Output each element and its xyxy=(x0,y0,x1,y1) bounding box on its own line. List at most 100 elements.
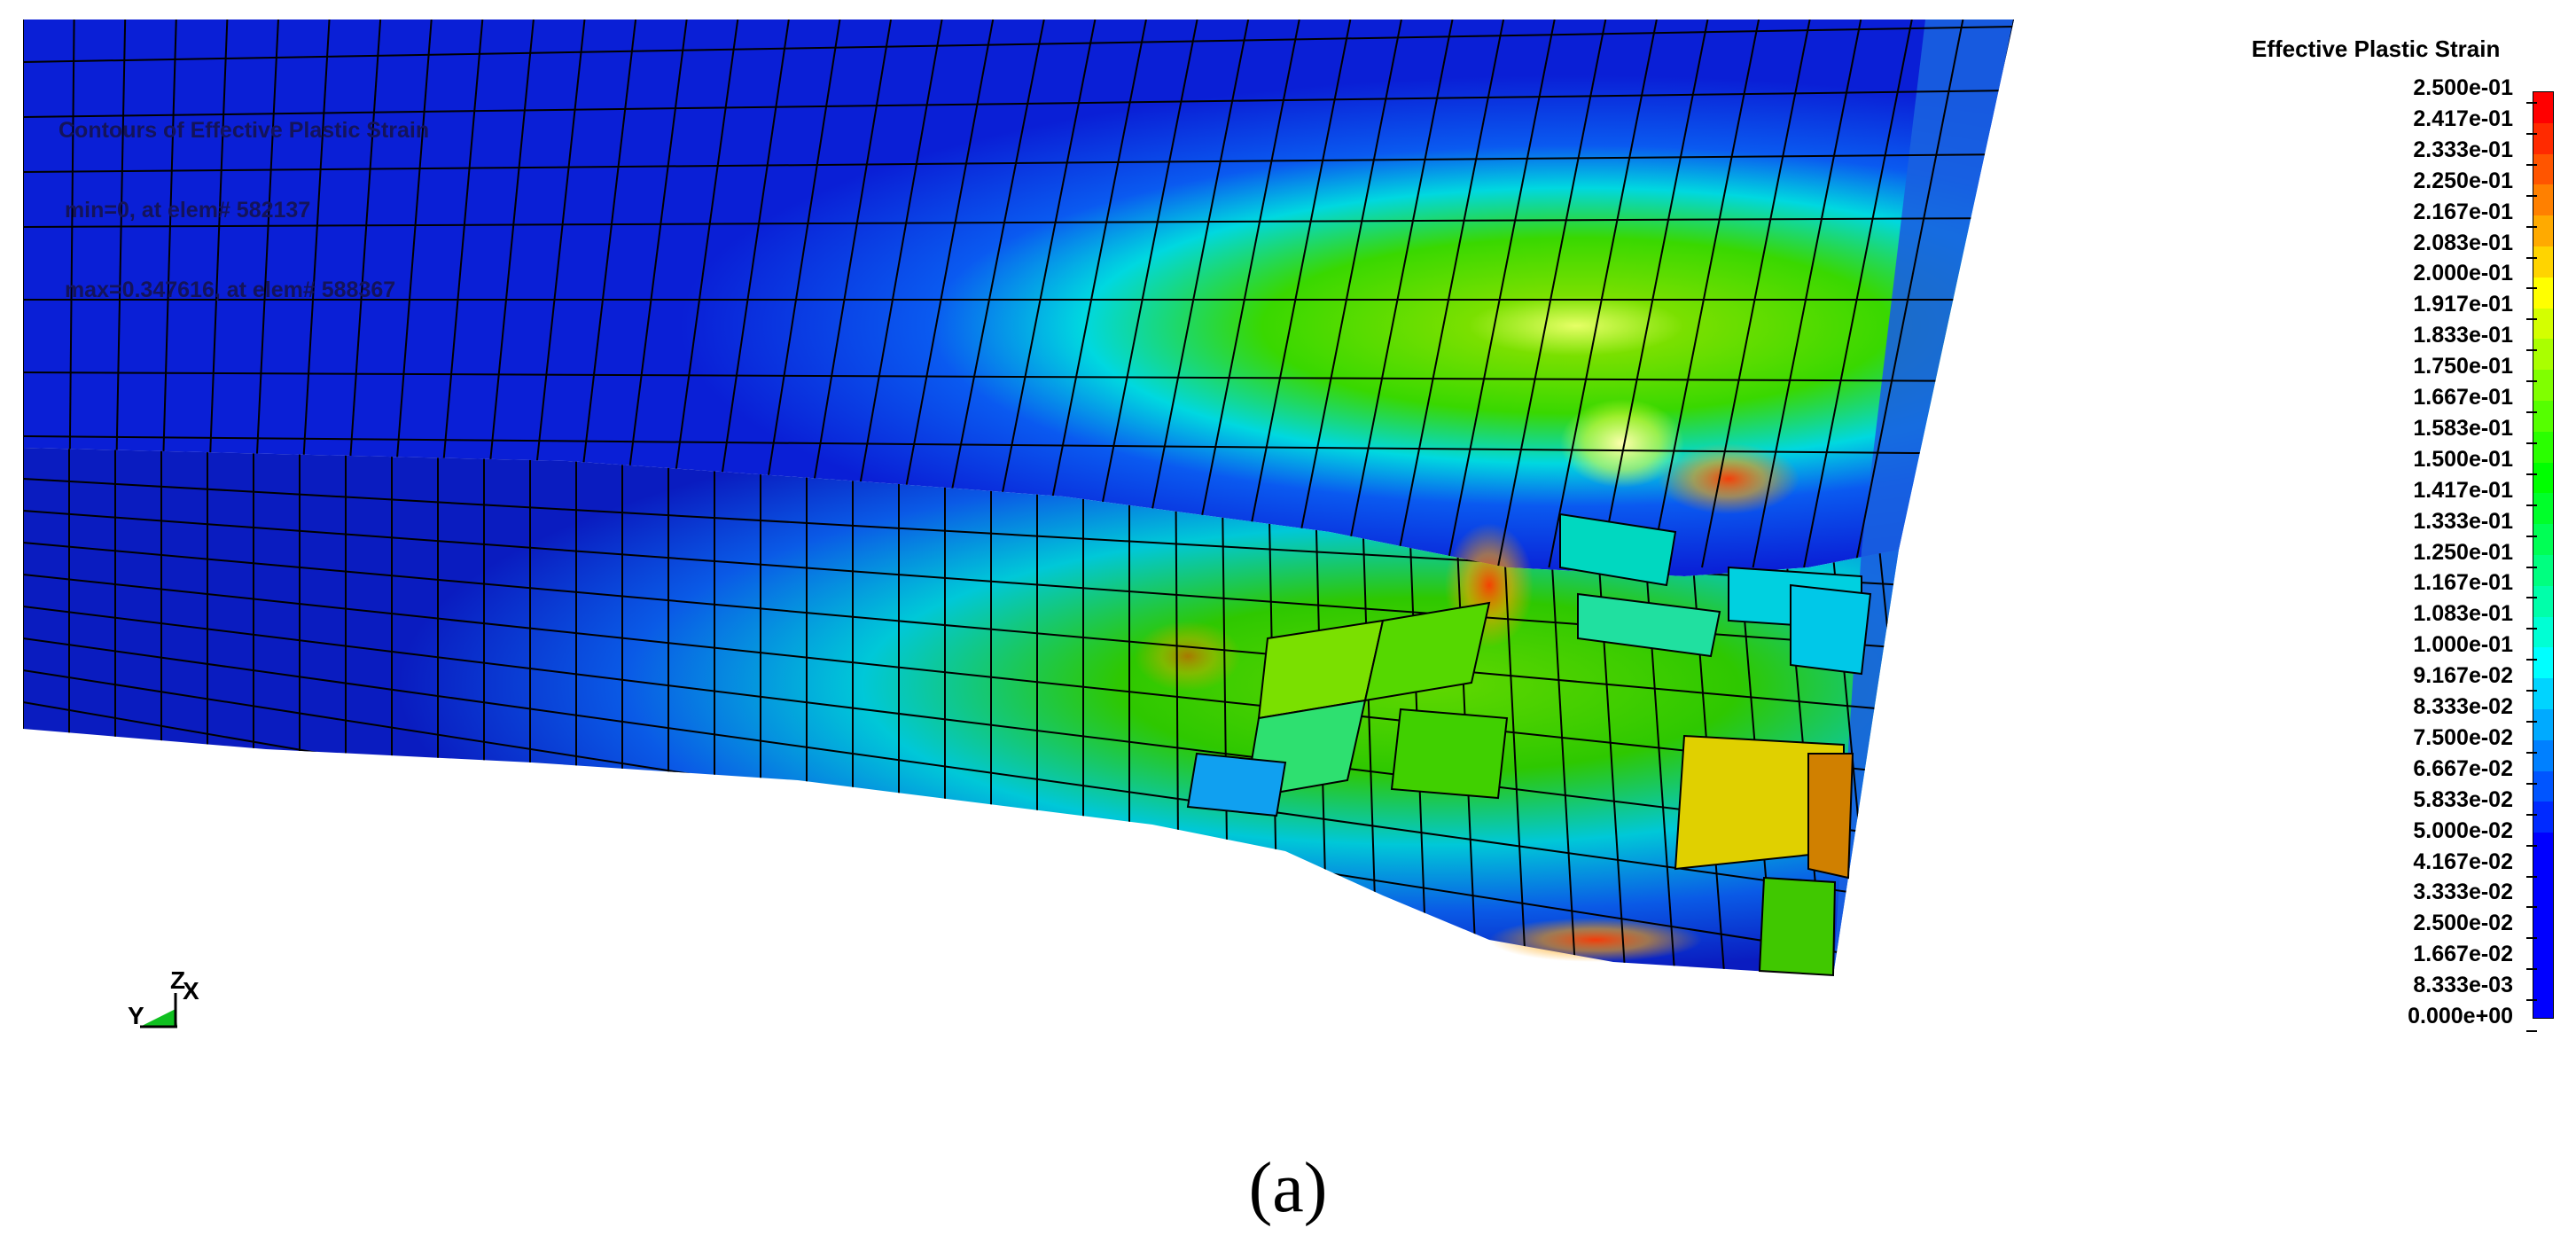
legend-swatch xyxy=(2533,339,2553,371)
plot-info-title: Contours of Effective Plastic Strain xyxy=(59,118,430,143)
legend-tick xyxy=(2526,690,2537,692)
mesh-line xyxy=(987,20,1097,568)
legend-tick xyxy=(2526,1030,2537,1032)
mesh-line xyxy=(1394,20,1505,568)
triad-z-label: Z xyxy=(170,966,186,994)
legend-tick xyxy=(2526,751,2537,754)
legend-swatch xyxy=(2533,308,2553,340)
legend-tick xyxy=(2526,102,2537,104)
legend-swatch xyxy=(2533,524,2553,555)
legend-swatch xyxy=(2533,122,2553,154)
plot-info: Contours of Effective Plastic Strain min… xyxy=(59,64,429,356)
legend-tick xyxy=(2526,659,2537,661)
legend-label: 1.833e-01 xyxy=(2413,323,2513,348)
legend-label: 3.333e-02 xyxy=(2413,880,2513,905)
mesh-line xyxy=(1446,20,1556,568)
legend-tick xyxy=(2526,194,2537,197)
legend-label: 0.000e+00 xyxy=(2408,1004,2513,1028)
legend-label: 9.167e-02 xyxy=(2413,663,2513,689)
legend-swatch xyxy=(2533,739,2553,771)
mesh-line xyxy=(1548,20,1658,568)
legend-tick xyxy=(2526,535,2537,537)
mesh-line xyxy=(23,435,2014,455)
mesh-line xyxy=(1598,20,1709,568)
mesh-line xyxy=(23,217,2014,228)
mesh-line xyxy=(1803,20,1913,568)
legend-tick xyxy=(2526,721,2537,723)
legend-label: 5.000e-02 xyxy=(2413,817,2513,843)
legend-label: 6.667e-02 xyxy=(2413,755,2513,781)
mesh-line xyxy=(1037,20,1147,568)
legend-tick xyxy=(2526,504,2537,506)
legend-swatch xyxy=(2533,987,2553,1018)
mesh-line xyxy=(1854,20,1964,568)
legend-swatch xyxy=(2533,153,2553,185)
legend-tick xyxy=(2526,999,2537,1002)
legend-title: Effective Plastic Strain xyxy=(2252,35,2501,62)
legend-swatch xyxy=(2533,833,2553,864)
mesh-line xyxy=(1344,20,1454,568)
legend-swatch xyxy=(2533,678,2553,709)
legend-swatch xyxy=(2533,925,2553,957)
legend-label: 1.667e-01 xyxy=(2413,385,2513,410)
legend-label: 2.500e-01 xyxy=(2413,75,2513,100)
mesh-line xyxy=(1752,20,1862,568)
legend-label: 2.417e-01 xyxy=(2413,106,2513,131)
legend-tick xyxy=(2526,473,2537,475)
legend-swatch xyxy=(2533,462,2553,494)
mesh-line xyxy=(890,20,995,568)
triad-x-label: X xyxy=(183,977,199,1005)
mesh-line xyxy=(23,542,1899,712)
legend-swatch xyxy=(2533,616,2553,648)
legend-tick xyxy=(2526,256,2537,259)
legend-tick xyxy=(2526,349,2537,352)
legend-swatch xyxy=(2533,92,2553,123)
legend-label: 1.750e-01 xyxy=(2413,354,2513,379)
mesh-line xyxy=(23,153,2014,173)
legend-tick xyxy=(2526,287,2537,290)
axis-triad: Z X Y xyxy=(124,966,204,1037)
mesh-line xyxy=(1496,20,1607,568)
mesh-line xyxy=(1292,20,1402,568)
legend-swatch xyxy=(2533,585,2553,617)
legend-tick xyxy=(2526,225,2537,228)
legend-tick xyxy=(2526,163,2537,166)
legend-swatch xyxy=(2533,708,2553,740)
triad-icon xyxy=(140,993,177,1028)
legend-tick xyxy=(2526,380,2537,383)
legend-swatch xyxy=(2533,431,2553,463)
triad-y-label: Y xyxy=(128,1002,144,1029)
displaced-elements xyxy=(1186,512,1872,977)
legend-label: 1.333e-01 xyxy=(2413,508,2513,534)
legend-label: 1.000e-01 xyxy=(2413,632,2513,658)
mesh-line xyxy=(1089,20,1198,568)
legend-label: 1.250e-01 xyxy=(2413,539,2513,565)
mesh-line xyxy=(1190,20,1300,568)
legend-label: 2.500e-02 xyxy=(2413,911,2513,936)
figure-caption: (a) xyxy=(1248,1149,1328,1227)
legend-label: 1.917e-01 xyxy=(2413,292,2513,317)
mesh-line xyxy=(1913,426,1973,984)
legend-tick xyxy=(2526,875,2537,878)
legend-swatch xyxy=(2533,894,2553,926)
mesh-line xyxy=(935,20,1045,568)
legend-label: 5.833e-02 xyxy=(2413,786,2513,812)
legend-tick xyxy=(2526,968,2537,971)
mesh-line xyxy=(1242,20,1352,568)
legend-swatch xyxy=(2533,863,2553,895)
mesh-line xyxy=(23,26,2014,63)
legend-label: 1.667e-02 xyxy=(2413,942,2513,967)
plot-info-max: max=0.347616, at elem# 588367 xyxy=(59,278,396,302)
legend-label: 7.500e-02 xyxy=(2413,724,2513,750)
legend-tick xyxy=(2526,566,2537,568)
legend-swatch xyxy=(2533,184,2553,216)
legend-tick xyxy=(2526,628,2537,630)
legend-label: 2.000e-01 xyxy=(2413,261,2513,286)
legend-label: 8.333e-03 xyxy=(2413,973,2513,998)
legend-label: 1.083e-01 xyxy=(2413,601,2513,627)
mesh-line xyxy=(23,574,1899,775)
legend-tick xyxy=(2526,411,2537,413)
mesh-line xyxy=(1701,20,1811,568)
